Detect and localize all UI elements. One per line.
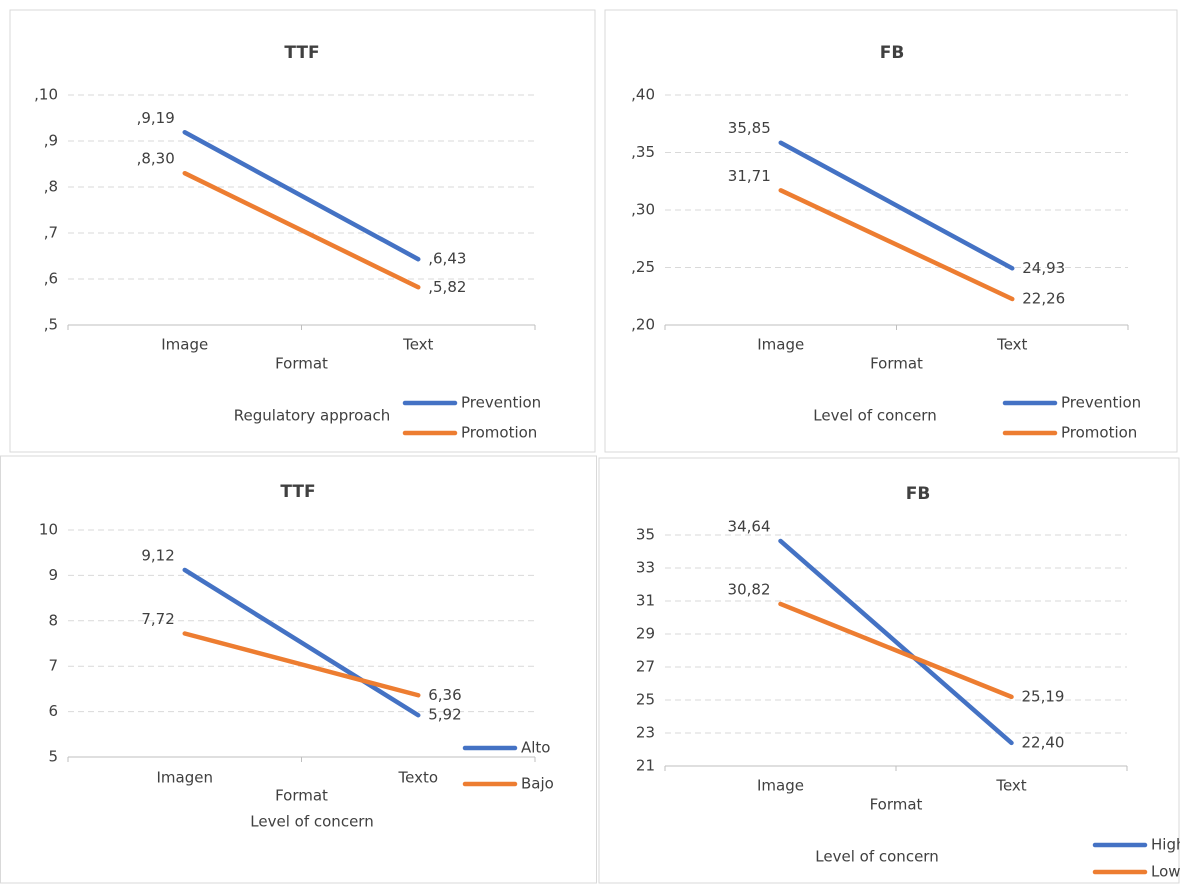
- data-label: 31,71: [728, 167, 771, 185]
- data-label: 7,72: [141, 610, 174, 628]
- series-line: [182, 130, 421, 262]
- data-label: 5,92: [428, 706, 461, 724]
- data-label: 22,26: [1022, 290, 1065, 308]
- x-tick-label: Image: [161, 336, 208, 354]
- chart-title: FB: [906, 484, 931, 504]
- data-label: 22,40: [1022, 733, 1065, 751]
- legend-label: Bajo: [521, 775, 554, 793]
- y-tick-label: 9: [48, 566, 58, 584]
- y-tick-label: 33: [636, 559, 655, 577]
- legend-label: Promotion: [461, 424, 537, 442]
- y-tick-label: ,10: [34, 86, 58, 104]
- data-label: ,8,30: [137, 150, 175, 168]
- y-tick-label: ,5: [44, 316, 58, 334]
- y-tick-label: 27: [636, 658, 655, 676]
- x-tick-label: Text: [402, 336, 433, 354]
- y-tick-label: ,30: [631, 201, 655, 219]
- x-axis-title: Format: [275, 355, 328, 373]
- x-axis-title: Format: [275, 787, 328, 805]
- data-label: 35,85: [728, 119, 771, 137]
- series-line: [182, 170, 421, 290]
- data-label: 34,64: [728, 517, 771, 535]
- y-tick-label: ,9: [44, 132, 58, 150]
- legend-title: Level of concern: [813, 407, 936, 425]
- x-tick-label: Image: [757, 777, 804, 795]
- legend-label: High: [1151, 836, 1180, 854]
- y-tick-label: 25: [636, 691, 655, 709]
- x-tick-label: Image: [757, 336, 804, 354]
- y-tick-label: 8: [48, 611, 58, 629]
- legend-title: Regulatory approach: [234, 407, 390, 425]
- y-tick-label: ,25: [631, 258, 655, 276]
- panel: [604, 9, 1178, 453]
- legend-label: Promotion: [1061, 424, 1137, 442]
- y-tick-label: 31: [636, 592, 655, 610]
- y-tick-label: 5: [48, 748, 58, 766]
- data-label: ,6,43: [428, 250, 466, 268]
- y-tick-label: 7: [48, 657, 58, 675]
- y-tick-label: 29: [636, 625, 655, 643]
- legend-title: Level of concern: [250, 813, 373, 831]
- data-label: 25,19: [1022, 687, 1065, 705]
- y-tick-label: ,7: [44, 224, 58, 242]
- legend-label: Prevention: [461, 394, 541, 412]
- x-tick-label: Text: [995, 777, 1026, 795]
- y-tick-label: 23: [636, 724, 655, 742]
- chart-title: FB: [880, 43, 905, 63]
- data-label: 9,12: [141, 546, 174, 564]
- y-tick-label: 21: [636, 757, 655, 775]
- y-tick-label: ,6: [44, 270, 58, 288]
- data-label: ,9,19: [137, 109, 175, 127]
- series-line: [182, 631, 421, 698]
- y-tick-label: 35: [636, 526, 655, 544]
- y-tick-label: 10: [39, 521, 58, 539]
- x-axis-title: Format: [870, 796, 923, 814]
- x-tick-label: Texto: [397, 769, 438, 787]
- chart-title: TTF: [284, 43, 319, 63]
- data-label: 24,93: [1022, 259, 1065, 277]
- series-line: [778, 601, 1014, 700]
- y-tick-label: ,35: [631, 143, 655, 161]
- y-tick-label: ,20: [631, 316, 655, 334]
- data-label: 30,82: [728, 580, 771, 598]
- legend-title: Level of concern: [815, 848, 938, 866]
- y-tick-label: ,40: [631, 86, 655, 104]
- panel: [0, 455, 597, 884]
- y-tick-label: 6: [48, 702, 58, 720]
- data-label: 6,36: [428, 686, 461, 704]
- legend-label: Prevention: [1061, 394, 1141, 412]
- chart-title: TTF: [280, 482, 315, 502]
- panel: [598, 457, 1180, 884]
- series-line: [182, 567, 421, 718]
- series-line: [778, 140, 1015, 271]
- x-tick-label: Text: [996, 336, 1027, 354]
- legend-label: Alto: [521, 739, 551, 757]
- panel: [9, 9, 596, 453]
- legend-label: Low: [1151, 863, 1180, 881]
- x-axis-title: Format: [870, 355, 923, 373]
- data-label: ,5,82: [428, 278, 466, 296]
- series-line: [778, 188, 1015, 302]
- x-tick-label: Imagen: [157, 769, 213, 787]
- y-tick-label: ,8: [44, 178, 58, 196]
- series-line: [778, 538, 1014, 746]
